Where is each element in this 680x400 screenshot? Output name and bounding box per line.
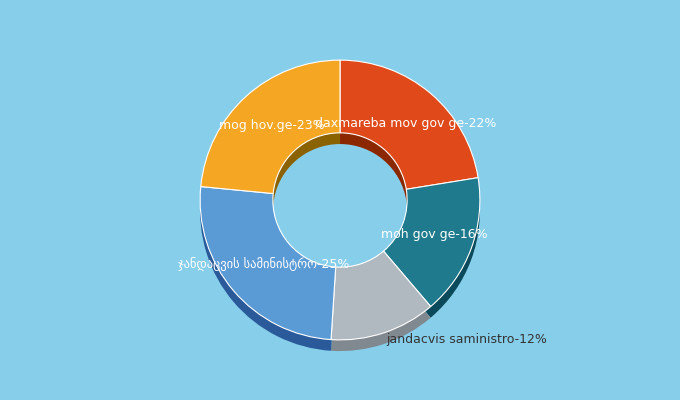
Wedge shape — [384, 189, 480, 318]
Wedge shape — [200, 186, 336, 340]
Wedge shape — [201, 60, 340, 194]
Wedge shape — [331, 262, 430, 351]
Text: jandacvis saministro-12%: jandacvis saministro-12% — [386, 333, 547, 346]
Wedge shape — [384, 178, 480, 306]
Text: moh gov ge-16%: moh gov ge-16% — [381, 228, 488, 241]
Text: daxmareba mov gov ge-22%: daxmareba mov gov ge-22% — [315, 117, 496, 130]
Wedge shape — [200, 198, 336, 351]
Wedge shape — [201, 71, 340, 205]
Text: mog hov.ge-23%: mog hov.ge-23% — [220, 119, 325, 132]
Wedge shape — [340, 71, 478, 200]
Wedge shape — [340, 60, 478, 189]
Text: ჯანდაცვის სამინისტრო-25%: ჯანდაცვის სამინისტრო-25% — [177, 258, 349, 272]
Wedge shape — [331, 251, 430, 340]
